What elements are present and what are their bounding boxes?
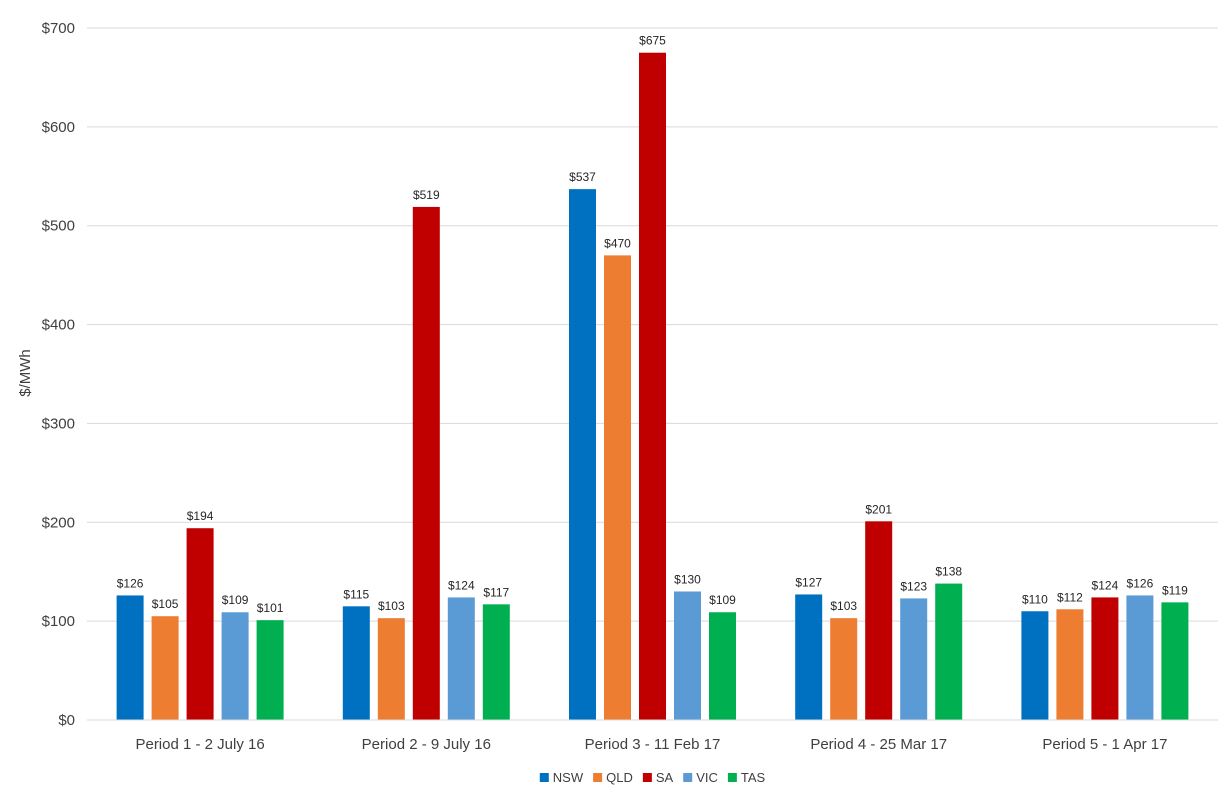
- data-label: $103: [378, 599, 405, 613]
- bar-vic: [900, 598, 928, 720]
- legend-label: NSW: [553, 770, 584, 785]
- legend-label: QLD: [606, 770, 633, 785]
- bar-nsw: [116, 595, 144, 720]
- bar-nsw: [342, 606, 370, 720]
- data-label: $126: [117, 576, 144, 590]
- data-label: $138: [935, 565, 962, 579]
- data-label: $115: [343, 587, 369, 601]
- data-labels: $126 $105 $194 $109 $101 $115 $103 $519 $124 $117…: [117, 34, 1188, 615]
- x-category-label: Period 3 - 11 Feb 17: [585, 736, 721, 753]
- y-tick-label: $100: [42, 613, 75, 630]
- bar-tas: [256, 620, 284, 720]
- legend-swatch-nsw: [539, 773, 549, 782]
- legend-label: SA: [656, 770, 674, 785]
- data-label: $103: [830, 599, 857, 613]
- data-label: $124: [448, 578, 475, 592]
- bar-vic: [221, 612, 249, 720]
- bar-sa: [1091, 597, 1119, 720]
- legend-swatch-sa: [642, 773, 652, 782]
- data-label: $119: [1162, 583, 1188, 597]
- bar-tas: [1161, 602, 1189, 720]
- legend: NSW QLD SA VIC TAS: [539, 770, 766, 785]
- legend-swatch-qld: [593, 773, 603, 782]
- data-label: $123: [900, 579, 927, 593]
- x-category-label: Period 2 - 9 July 16: [362, 736, 491, 753]
- data-label: $201: [865, 502, 892, 516]
- data-label: $519: [413, 188, 440, 202]
- data-label: $537: [569, 170, 596, 184]
- y-tick-label: $0: [58, 712, 75, 729]
- x-axis-categories: Period 1 - 2 July 16 Period 2 - 9 July 16…: [135, 736, 1167, 753]
- y-tick-label: $500: [42, 218, 75, 235]
- x-category-label: Period 5 - 1 Apr 17: [1042, 736, 1167, 753]
- data-label: $126: [1127, 576, 1154, 590]
- bar-qld: [604, 255, 631, 720]
- data-label: $112: [1057, 590, 1083, 604]
- bar-sa: [639, 52, 666, 720]
- bar-tas: [482, 604, 510, 720]
- bar-qld: [151, 616, 179, 720]
- bar-tas: [935, 583, 963, 720]
- y-tick-label: $400: [42, 317, 75, 334]
- y-tick-label: $200: [42, 514, 75, 531]
- legend-label: TAS: [741, 770, 766, 785]
- data-label: $109: [222, 593, 249, 607]
- data-label: $101: [257, 601, 284, 615]
- data-label: $117: [483, 585, 509, 599]
- data-label: $194: [187, 509, 214, 523]
- bars: [116, 52, 1189, 721]
- data-label: $130: [674, 572, 701, 586]
- legend-label: VIC: [696, 770, 718, 785]
- bar-sa: [412, 206, 440, 721]
- data-label: $675: [639, 34, 666, 48]
- bar-nsw: [569, 189, 596, 720]
- y-axis-title: $/MWh: [17, 349, 34, 397]
- data-label: $105: [152, 597, 179, 611]
- bar-nsw: [1021, 611, 1049, 720]
- bar-vic: [447, 597, 475, 720]
- legend-swatch-vic: [683, 773, 693, 782]
- data-label: $470: [604, 236, 631, 250]
- y-tick-label: $700: [42, 20, 75, 37]
- bar-vic: [674, 591, 701, 720]
- data-label: $110: [1022, 592, 1048, 606]
- bar-nsw: [795, 594, 823, 720]
- x-category-label: Period 1 - 2 July 16: [135, 736, 264, 753]
- bar-qld: [377, 618, 405, 720]
- data-label: $124: [1092, 578, 1119, 592]
- y-tick-label: $600: [42, 119, 75, 136]
- bar-sa: [865, 521, 893, 720]
- bar-qld: [830, 618, 858, 720]
- x-category-label: Period 4 - 25 Mar 17: [810, 736, 947, 753]
- data-label: $109: [709, 593, 736, 607]
- y-tick-label: $300: [42, 415, 75, 432]
- bar-tas: [709, 612, 736, 720]
- bar-qld: [1056, 609, 1084, 720]
- bar-sa: [186, 528, 214, 720]
- bar-vic: [1126, 595, 1154, 720]
- data-label: $127: [795, 575, 822, 589]
- y-axis-ticks: $0 $100 $200 $300 $400 $500 $600 $700: [42, 20, 75, 729]
- legend-swatch-tas: [727, 773, 737, 782]
